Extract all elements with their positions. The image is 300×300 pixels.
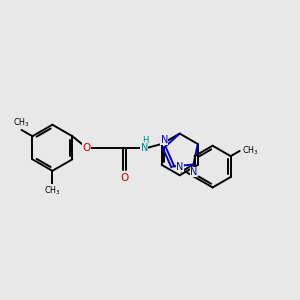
Text: CH$_3$: CH$_3$ — [13, 116, 30, 129]
Text: H: H — [142, 136, 149, 145]
Text: N: N — [176, 162, 184, 172]
Text: CH$_3$: CH$_3$ — [44, 184, 61, 197]
Text: O: O — [82, 143, 91, 153]
Text: N: N — [140, 143, 148, 153]
Text: CH$_3$: CH$_3$ — [242, 145, 259, 157]
Text: N: N — [160, 135, 168, 145]
Text: O: O — [120, 173, 128, 183]
Text: N: N — [190, 167, 197, 177]
